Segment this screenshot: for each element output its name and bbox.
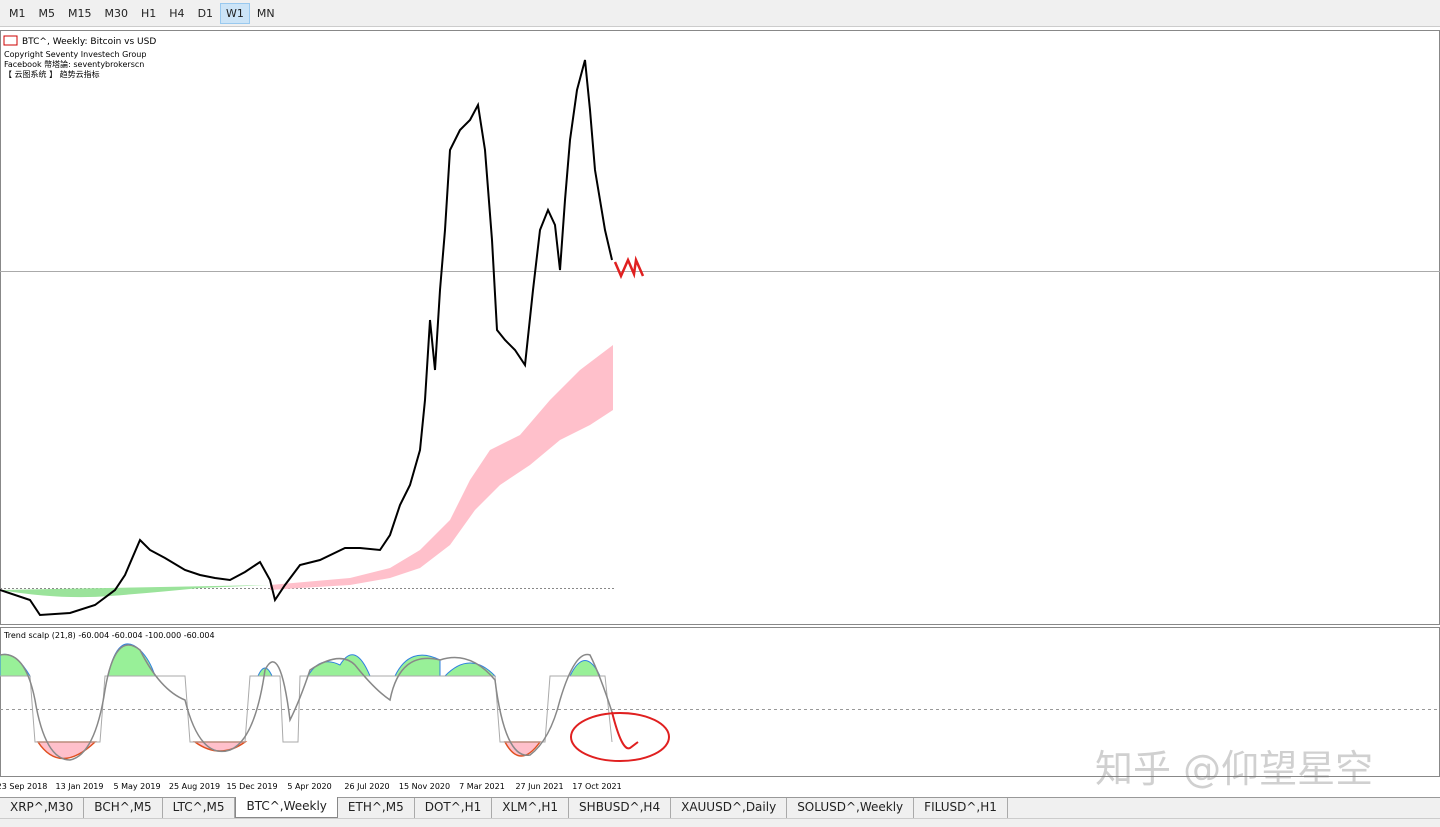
cloud-pink	[270, 345, 613, 590]
x-tick-label: 23 Sep 2018	[0, 782, 47, 791]
chart-tab[interactable]: DOT^,H1	[415, 798, 493, 818]
x-tick-label: 26 Jul 2020	[344, 782, 389, 791]
x-tick-label: 27 Jun 2021	[515, 782, 563, 791]
main-pane	[0, 30, 1440, 625]
annotation-w	[613, 255, 645, 280]
indicator-line	[0, 644, 613, 761]
timeframe-button[interactable]: D1	[197, 6, 214, 20]
chart-tab[interactable]: XRP^,M30	[0, 798, 85, 818]
timeframe-button[interactable]: H4	[169, 6, 185, 20]
x-tick-label: 15 Nov 2020	[399, 782, 450, 791]
indicator-pane	[0, 627, 1440, 777]
timeframe-button[interactable]: M30	[104, 6, 129, 20]
x-tick-label: 7 Mar 2021	[459, 782, 505, 791]
chart-tab[interactable]: FILUSD^,H1	[914, 798, 1008, 818]
price-series	[0, 59, 613, 617]
x-tick-label: 25 Aug 2019	[169, 782, 220, 791]
timeframe-button[interactable]: M15	[68, 6, 92, 20]
chart-tab[interactable]: LTC^,M5	[163, 798, 236, 818]
chart-tab[interactable]: BTC^,Weekly	[235, 797, 338, 818]
symbol-icon	[3, 35, 18, 46]
timeframe-button[interactable]: H1	[141, 6, 157, 20]
x-tick-label: 15 Dec 2019	[226, 782, 277, 791]
chart-tab[interactable]: BCH^,M5	[84, 798, 163, 818]
indicator-step	[0, 675, 613, 743]
chart-tab[interactable]: SOLUSD^,Weekly	[787, 798, 915, 818]
chart-tab[interactable]: SHBUSD^,H4	[569, 798, 672, 818]
chart-info: Copyright Seventy Investech Group	[4, 50, 146, 59]
chart-info: 【 云图系统 】 趋势云指标	[4, 69, 100, 79]
chart-tab[interactable]: XLM^,H1	[492, 798, 570, 818]
x-tick-label: 5 May 2019	[113, 782, 160, 791]
status-bar	[0, 818, 1440, 827]
x-tick-label: 13 Jan 2019	[56, 782, 104, 791]
chart-info: Facebook 幣塔論: seventybrokerscn	[4, 59, 144, 69]
chart-tab[interactable]: XAUUSD^,Daily	[671, 798, 788, 818]
x-tick-label: 17 Oct 2021	[572, 782, 621, 791]
timeframe-button[interactable]: MN	[256, 6, 275, 20]
timeframe-button[interactable]: W1	[220, 2, 250, 24]
x-tick-label: 5 Apr 2020	[287, 782, 331, 791]
cloud-green	[0, 585, 270, 598]
indicator-label: Trend scalp (21,8) -60.004 -60.004 -100.…	[3, 631, 215, 640]
watermark: 知乎 @仰望星空	[1095, 747, 1373, 791]
timeframe-button[interactable]: M5	[38, 6, 56, 20]
chart-symbol: BTC^, Weekly: Bitcoin vs USD	[22, 37, 156, 47]
toolbar: M1 M5 M15 M30 H1 H4 D1 W1 MN	[0, 0, 1440, 27]
chart-tab[interactable]: ETH^,M5	[338, 798, 415, 818]
chart-area: BTC^, Weekly: Bitcoin vs USD Copyright Se…	[0, 30, 1440, 791]
annotation-curve	[611, 711, 639, 750]
tab-bar: XRP^,M30 BCH^,M5 LTC^,M5 BTC^,Weekly ETH^,M5…	[0, 797, 1440, 818]
annotation-circle	[570, 712, 670, 762]
timeframe-button[interactable]: M1	[9, 6, 26, 20]
